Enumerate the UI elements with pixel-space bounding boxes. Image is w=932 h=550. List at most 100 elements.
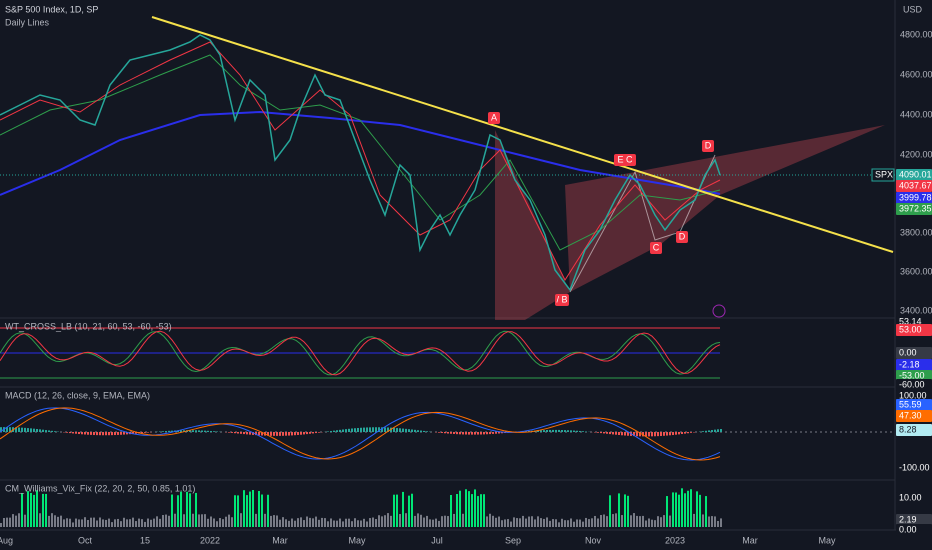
decor-bar	[510, 521, 512, 527]
wt-tag: 0.00	[899, 347, 917, 357]
decor-bar	[75, 518, 77, 527]
decor-bar	[207, 430, 209, 432]
decor-bar	[0, 523, 2, 527]
decor-bar	[84, 432, 86, 435]
decor-bar	[564, 520, 566, 527]
decor-bar	[504, 519, 506, 527]
decor-bar	[297, 432, 299, 435]
wt-tag-bg	[896, 347, 932, 359]
ma-green	[0, 54, 721, 251]
decor-bar	[237, 495, 239, 527]
decor-bar	[90, 432, 92, 435]
decor-bar	[681, 488, 683, 527]
decor-bar	[120, 521, 122, 527]
decor-bar	[498, 516, 500, 527]
decor-bar	[648, 432, 650, 437]
decor-bar	[336, 430, 338, 432]
decor-bar	[474, 489, 476, 527]
ma-red-tag: 4037.67	[899, 180, 932, 190]
decor-bar	[639, 516, 641, 527]
pattern-label-bg	[614, 154, 636, 166]
decor-bar	[447, 432, 449, 434]
decor-bar	[399, 514, 401, 527]
decor-bar	[336, 520, 338, 527]
decor-bar	[219, 518, 221, 527]
currency: USD	[903, 4, 923, 14]
decor-bar	[135, 521, 137, 527]
time-axis-label: Mar	[742, 535, 758, 545]
decor-bar	[486, 516, 488, 527]
decor-bar	[333, 430, 335, 432]
decor-bar	[21, 427, 23, 432]
decor-bar	[123, 517, 125, 527]
decor-bar	[318, 519, 320, 527]
decor-bar	[249, 491, 251, 527]
decor-bar	[621, 432, 623, 436]
pattern-label: E C	[617, 154, 633, 164]
decor-bar	[714, 429, 716, 432]
price-axis-label: 3600.00	[900, 266, 932, 276]
decor-bar	[72, 522, 74, 527]
decor-bar	[270, 515, 272, 527]
price-axis-label: 3800.00	[900, 227, 932, 237]
decor-bar	[591, 518, 593, 527]
decor-bar	[183, 514, 185, 527]
decor-bar	[513, 517, 515, 527]
time-axis-label: Mar	[272, 535, 288, 545]
decor-bar	[702, 431, 704, 432]
decor-bar	[558, 522, 560, 527]
decor-bar	[12, 514, 14, 527]
decor-bar	[378, 427, 380, 432]
decor-bar	[498, 432, 500, 434]
trendline	[151, 16, 894, 253]
decor-bar	[339, 518, 341, 527]
wt-tag: 53.14	[899, 316, 922, 326]
decor-bar	[99, 517, 101, 527]
decor-bar	[423, 430, 425, 432]
decor-bar	[459, 490, 461, 527]
decor-bar	[555, 519, 557, 527]
decor-bar	[675, 492, 677, 527]
decor-bar	[633, 432, 635, 437]
time-axis-label: Jul	[431, 535, 443, 545]
decor-bar	[615, 513, 617, 527]
decor-bar	[708, 516, 710, 527]
decor-bar	[105, 519, 107, 527]
decor-bar	[255, 513, 257, 527]
macd-tag: 47.30	[899, 410, 922, 420]
decor-bar	[399, 428, 401, 432]
decor-bar	[312, 518, 314, 527]
decor-bar	[360, 427, 362, 432]
decor-bar	[159, 431, 161, 432]
decor-bar	[687, 490, 689, 527]
alert-icon	[712, 304, 726, 318]
time-axis-label: Aug	[0, 535, 13, 545]
decor-bar	[171, 430, 173, 432]
decor-bar	[87, 520, 89, 527]
decor-bar	[294, 520, 296, 527]
decor-bar	[330, 518, 332, 527]
decor-bar	[189, 493, 191, 527]
decor-bar	[600, 432, 602, 434]
decor-bar	[126, 432, 128, 435]
decor-bar	[642, 432, 644, 437]
decor-bar	[198, 430, 200, 432]
decor-bar	[201, 430, 203, 432]
decor-bar	[705, 430, 707, 432]
decor-bar	[6, 517, 8, 527]
decor-bar	[720, 518, 722, 527]
decor-bar	[384, 427, 386, 432]
decor-bar	[147, 518, 149, 527]
decor-bar	[561, 518, 563, 527]
decor-bar	[471, 494, 473, 527]
time-axis-label: Sep	[505, 535, 521, 545]
decor-bar	[36, 490, 38, 527]
decor-bar	[195, 430, 197, 432]
pattern-label: D	[705, 140, 712, 150]
pattern-label: A	[491, 112, 497, 122]
decor-bar	[30, 428, 32, 432]
decor-bar	[375, 519, 377, 527]
decor-bar	[705, 496, 707, 527]
decor-bar	[684, 493, 686, 527]
